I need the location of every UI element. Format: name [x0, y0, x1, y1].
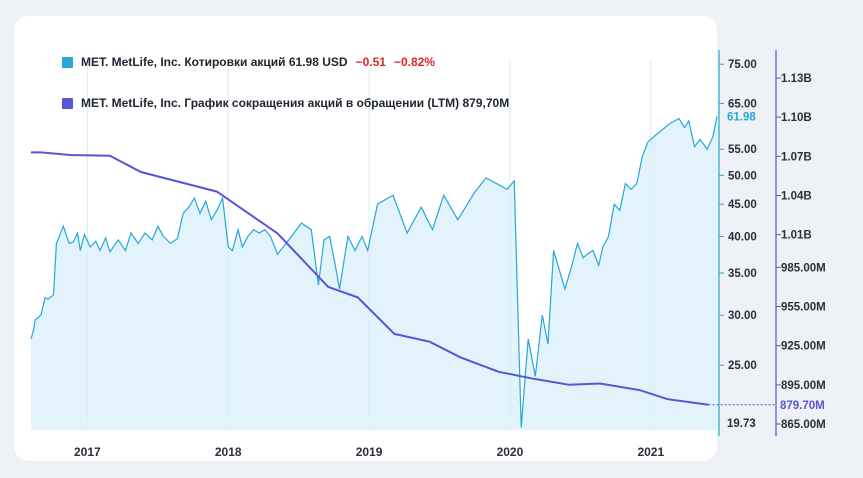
shares-tick-label: 895.00M: [781, 380, 826, 392]
price-tick-label: 45.00: [728, 199, 757, 211]
price-tick-label: 35.00: [728, 268, 757, 280]
shares-tick-label: 1.04B: [781, 191, 812, 203]
price-axis-min-label: 19.73: [727, 418, 756, 430]
shares-tick-label: 1.07B: [781, 151, 812, 163]
x-tick-label: 2019: [356, 445, 383, 459]
price-legend-swatch: [62, 56, 73, 68]
price-series-line: [30, 116, 718, 428]
x-tick-label: 2018: [215, 445, 242, 459]
shares-axis: 1.13B 1.10B 1.07B 1.04B 1.01B 985.00M 955.00M 9…: [776, 73, 826, 431]
shares-tick-label: 865.00M: [781, 419, 826, 431]
legend-item-shares[interactable]: MET. MetLife, Inc. График сокращения акц…: [62, 94, 509, 112]
shares-last-value-label: 879.70M: [780, 400, 825, 412]
shares-tick-label: 985.00M: [781, 262, 826, 274]
shares-tick-label: 955.00M: [781, 301, 826, 313]
price-area-fill: [31, 116, 717, 430]
price-legend-label: MET. MetLife, Inc. Котировки акций 61.98…: [81, 55, 348, 69]
price-tick-label: 65.00: [728, 98, 757, 110]
shares-tick-label: 1.10B: [781, 112, 812, 124]
price-change-percent: −0.82%: [393, 55, 435, 69]
shares-tick-label: 925.00M: [781, 341, 826, 353]
x-tick-label: 2021: [637, 445, 664, 459]
shares-series-line: [31, 151, 709, 406]
shares-legend-swatch: [62, 97, 73, 109]
x-tick-label: 2020: [497, 445, 524, 459]
shares-tick-label: 1.01B: [781, 230, 812, 242]
price-tick-label: 75.00: [728, 59, 757, 71]
legend-item-price[interactable]: MET. MetLife, Inc. Котировки акций 61.98…: [62, 53, 509, 71]
price-tick-label: 40.00: [728, 231, 757, 243]
price-change-value: −0.51: [355, 55, 386, 69]
price-last-value-label: 61.98: [727, 111, 756, 123]
shares-legend-label: MET. MetLife, Inc. График сокращения акц…: [81, 96, 510, 110]
price-axis: 75.00 65.00 55.00 50.00 45.00 40.00 35.00 30.00…: [719, 59, 757, 372]
shares-tick-label: 1.13B: [781, 73, 812, 85]
price-tick-label: 50.00: [728, 170, 757, 182]
price-tick-label: 30.00: [728, 310, 757, 322]
price-tick-label: 55.00: [728, 144, 757, 156]
x-axis: 2017 2018 2019 2020 2021: [74, 445, 664, 459]
price-tick-label: 25.00: [728, 360, 757, 372]
chart-legend: MET. MetLife, Inc. Котировки акций 61.98…: [62, 53, 509, 135]
x-tick-label: 2017: [74, 445, 101, 459]
